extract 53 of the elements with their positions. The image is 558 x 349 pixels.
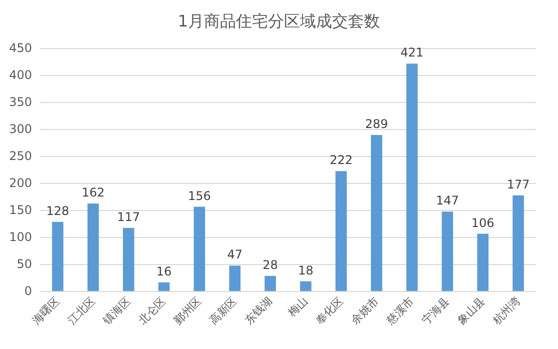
- y-tick-label: 350: [9, 95, 32, 109]
- x-tick-label: 宁海县: [420, 294, 452, 327]
- chart-title: 1月商品住宅分区域成交套数: [178, 12, 380, 30]
- data-label: 177: [506, 177, 530, 192]
- x-tick-label: 江北区: [65, 294, 98, 327]
- bar: [512, 195, 524, 291]
- data-label: 156: [188, 188, 211, 203]
- x-tick-label: 梅山: [284, 294, 310, 320]
- bar: [442, 212, 454, 291]
- data-label: 47: [227, 248, 242, 262]
- x-tick-label: 镇海区: [100, 294, 134, 328]
- y-tick-label: 150: [9, 203, 32, 217]
- x-tick-label: 高新区: [206, 294, 240, 327]
- bar: [370, 134, 382, 291]
- data-label: 28: [262, 258, 278, 272]
- y-tick-label: 0: [24, 284, 32, 298]
- bar: [158, 282, 170, 291]
- x-tick-label: 奉化区: [313, 294, 346, 327]
- data-label: 16: [156, 264, 172, 278]
- bar: [264, 276, 276, 291]
- bar: [122, 228, 134, 291]
- data-label: 18: [298, 263, 314, 278]
- bar: [300, 281, 312, 291]
- bar: [335, 171, 347, 291]
- data-label: 117: [117, 210, 140, 224]
- y-tick-label: 300: [9, 122, 32, 136]
- x-tick-label: 鄞州区: [172, 294, 204, 327]
- x-tick-label: 杭州湾: [490, 294, 523, 328]
- y-tick-label: 450: [9, 41, 32, 55]
- x-tick-label: 东钱湖: [242, 294, 275, 327]
- y-tick-label: 400: [9, 68, 32, 82]
- data-label: 289: [365, 116, 388, 131]
- data-label: 147: [436, 194, 459, 208]
- x-tick-label: 象山县: [454, 294, 488, 327]
- bar: [87, 204, 99, 291]
- y-tick-label: 100: [9, 230, 32, 244]
- data-label: 128: [46, 204, 70, 218]
- bar: [477, 234, 489, 291]
- y-tick-label: 250: [9, 149, 32, 163]
- x-tick-label: 慈溪市: [383, 294, 417, 328]
- data-label: 222: [330, 153, 353, 168]
- data-label: 162: [82, 186, 105, 200]
- x-tick-label: 北仑区: [136, 294, 169, 327]
- y-tick-label: 200: [9, 176, 32, 190]
- data-label: 421: [400, 46, 424, 60]
- bar: [194, 206, 206, 291]
- x-tick-label: 海曙区: [30, 294, 62, 327]
- x-tick-label: 余姚市: [348, 294, 382, 327]
- y-tick-label: 50: [16, 257, 32, 271]
- bar: [229, 266, 241, 291]
- bar: [52, 222, 64, 291]
- data-label: 106: [471, 216, 494, 230]
- bar: [406, 64, 418, 291]
